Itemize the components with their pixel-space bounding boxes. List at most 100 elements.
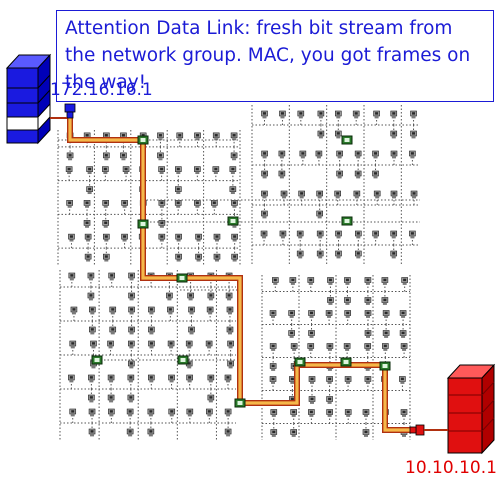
workstation-icon [102,166,109,175]
workstation-screen [402,410,406,414]
workstation-screen [232,201,236,204]
workstation-screen [410,232,414,235]
workstation-screen [109,342,113,345]
workstation-icon [168,374,175,383]
workstation-icon [344,310,352,318]
workstation-base [232,158,237,161]
workstation-screen [290,331,294,335]
workstation-base [289,335,294,338]
workstation-screen [263,152,267,155]
workstation-screen [187,342,191,345]
workstation-screen [356,152,360,155]
workstation-icon [278,150,286,159]
workstation-icon [372,230,379,239]
workstation-base [208,298,213,301]
workstation-screen [89,396,93,399]
workstation-base [228,346,233,349]
workstation-screen [374,152,378,155]
switch-node-icon [177,355,189,365]
workstation-icon [212,166,220,175]
workstation-screen [364,430,368,434]
destination-ip-label: 10.10.10.1 [405,458,497,478]
workstation-icon [148,306,155,315]
workstation-icon [382,343,389,351]
workstation-icon [326,376,333,384]
workstation-screen [104,134,108,137]
destination-server-icon[interactable] [446,363,496,455]
workstation-icon [410,130,417,139]
workstation-base [122,205,127,208]
workstation-screen [227,294,231,297]
workstation-icon [308,330,315,338]
workstation-screen [160,221,164,224]
workstation-base [213,172,218,175]
workstation-icon [373,190,381,199]
workstation-base [176,192,181,195]
workstation-screen [215,235,219,238]
source-server-icon[interactable] [5,53,52,145]
workstation-base [104,259,109,262]
workstation-base [207,414,212,417]
workstation-screen [392,232,396,235]
workstation-icon [326,396,333,404]
workstation-base [365,302,370,305]
workstation-screen [85,221,89,224]
workstation-screen [231,187,235,191]
workstation-icon [206,306,214,315]
workstation-screen [346,410,350,414]
workstation-base [226,414,231,417]
workstation-base [400,381,405,384]
workstation-icon [225,292,233,301]
workstation-base [109,278,114,281]
workstation-screen [402,344,406,348]
workstation-screen [280,172,284,175]
workstation-icon [90,340,97,349]
workstation-base [271,348,276,351]
workstation-screen [88,187,92,191]
workstation-screen [262,192,266,195]
workstation-icon [175,253,182,262]
workstation-screen [229,342,233,345]
workstation-base [110,312,115,315]
workstation-base [149,312,154,315]
workstation-icon [326,343,334,351]
workstation-screen [229,362,233,365]
workstation-base [366,335,371,338]
workstation-icon [372,150,379,159]
workstation-screen [215,255,219,258]
workstation-icon [121,233,128,242]
workstation-icon [175,166,182,175]
workstation-icon [68,272,76,281]
workstation-base [391,256,396,259]
workstation-screen [109,396,113,399]
workstation-base [346,414,351,417]
workstation-screen [392,132,396,135]
workstation-base [336,136,341,139]
workstation-base [318,136,323,139]
workstation-screen [70,274,74,277]
workstation-base [227,312,232,315]
workstation-screen [263,172,267,175]
workstation-screen [149,376,153,379]
workstation-screen [90,328,94,331]
workstation-icon [343,343,351,351]
workstation-icon [148,326,155,335]
workstation-screen [188,410,192,413]
workstation-base [67,205,72,208]
workstation-screen [346,311,350,315]
workstation-base [89,400,94,403]
workstation-base [129,366,134,369]
workstation-icon [289,277,297,285]
workstation-icon [88,374,95,383]
workstation-base [271,434,276,437]
workstation-screen [280,112,284,115]
workstation-icon [107,394,115,403]
workstation-base [300,156,305,159]
workstation-screen [374,172,378,175]
workstation-base [124,172,129,175]
workstation-screen [318,192,322,195]
workstation-screen [104,235,108,238]
workstation-icon [66,200,73,208]
workstation-icon [147,374,155,383]
workstation-screen [160,235,164,238]
